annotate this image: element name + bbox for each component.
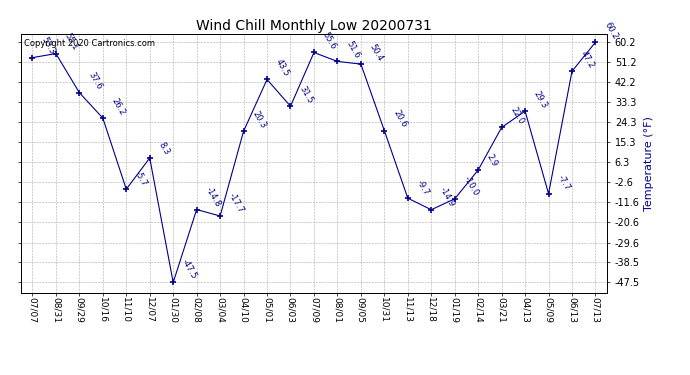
Text: 20.6: 20.6 <box>391 109 408 129</box>
Text: -9.7: -9.7 <box>415 178 431 197</box>
Text: 8.3: 8.3 <box>157 141 171 157</box>
Text: 55.6: 55.6 <box>321 31 338 51</box>
Title: Wind Chill Monthly Low 20200731: Wind Chill Monthly Low 20200731 <box>196 19 432 33</box>
Text: 29.3: 29.3 <box>532 89 549 110</box>
Text: 37.6: 37.6 <box>86 70 104 91</box>
Text: -7.7: -7.7 <box>555 174 571 192</box>
Text: -47.5: -47.5 <box>180 258 199 281</box>
Text: 60.2: 60.2 <box>602 20 620 41</box>
Text: -5.7: -5.7 <box>133 169 149 188</box>
Text: 22.0: 22.0 <box>509 106 526 126</box>
Text: -10.0: -10.0 <box>462 174 480 197</box>
Text: -14.8: -14.8 <box>204 185 222 208</box>
Text: -17.7: -17.7 <box>227 191 246 214</box>
Text: Copyright 2020 Cartronics.com: Copyright 2020 Cartronics.com <box>23 39 155 48</box>
Text: 43.5: 43.5 <box>274 58 291 78</box>
Text: 50.4: 50.4 <box>368 42 385 63</box>
Y-axis label: Temperature (°F): Temperature (°F) <box>644 116 654 211</box>
Text: -14.9: -14.9 <box>438 185 457 209</box>
Text: 51.6: 51.6 <box>344 39 362 60</box>
Text: 53.3: 53.3 <box>39 36 57 56</box>
Text: 2.9: 2.9 <box>485 153 500 169</box>
Text: 47.2: 47.2 <box>579 50 596 70</box>
Text: 55.1: 55.1 <box>63 32 80 52</box>
Text: 31.5: 31.5 <box>297 84 315 105</box>
Text: 26.2: 26.2 <box>110 96 127 117</box>
Text: 20.3: 20.3 <box>250 110 268 130</box>
